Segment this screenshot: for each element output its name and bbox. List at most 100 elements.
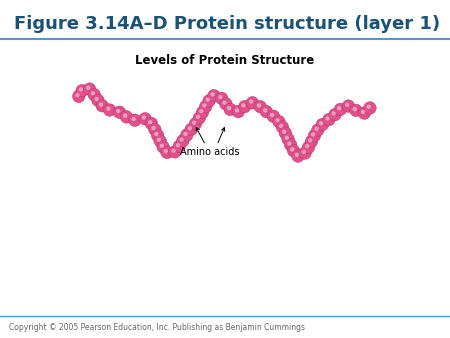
Ellipse shape [257,103,261,107]
Ellipse shape [290,147,295,152]
Ellipse shape [139,113,151,125]
Ellipse shape [154,135,166,147]
Ellipse shape [267,110,279,123]
Ellipse shape [83,83,96,95]
Ellipse shape [99,102,103,107]
Ellipse shape [361,110,365,114]
Ellipse shape [285,136,289,140]
Ellipse shape [311,124,324,136]
Ellipse shape [315,126,319,131]
Ellipse shape [171,148,176,153]
Ellipse shape [325,116,330,121]
Ellipse shape [96,100,108,112]
Ellipse shape [163,149,168,153]
Ellipse shape [131,117,136,121]
Ellipse shape [208,90,220,102]
Ellipse shape [161,146,173,159]
Ellipse shape [241,103,246,107]
Ellipse shape [337,106,342,111]
Ellipse shape [222,100,227,105]
Ellipse shape [129,114,141,126]
Ellipse shape [116,109,121,113]
Ellipse shape [189,118,202,130]
Ellipse shape [302,141,315,154]
Ellipse shape [202,103,207,107]
Ellipse shape [364,102,376,114]
Ellipse shape [123,114,127,118]
Ellipse shape [180,129,193,141]
Ellipse shape [232,105,244,118]
Ellipse shape [199,100,212,113]
Ellipse shape [308,138,312,143]
Ellipse shape [211,92,215,97]
Ellipse shape [352,107,357,111]
Ellipse shape [157,141,169,153]
Ellipse shape [88,88,100,101]
Ellipse shape [276,121,289,134]
Ellipse shape [263,108,267,113]
Ellipse shape [145,117,157,130]
Ellipse shape [249,99,253,104]
Ellipse shape [319,121,324,125]
Ellipse shape [192,120,196,125]
Ellipse shape [299,147,311,159]
Ellipse shape [270,113,274,117]
Ellipse shape [254,100,266,113]
Ellipse shape [235,108,239,113]
Text: Copyright © 2005 Pearson Education, Inc. Publishing as Benjamin Cummings: Copyright © 2005 Pearson Education, Inc.… [9,323,305,332]
Ellipse shape [199,109,203,113]
Ellipse shape [227,106,231,111]
Ellipse shape [173,140,185,153]
Ellipse shape [260,105,273,118]
Ellipse shape [94,97,99,101]
Ellipse shape [185,123,197,136]
Ellipse shape [279,124,284,128]
Ellipse shape [151,129,164,142]
Text: Amino acids: Amino acids [180,147,240,157]
Ellipse shape [292,150,304,162]
Ellipse shape [216,92,228,105]
Ellipse shape [358,107,370,119]
Ellipse shape [176,143,180,147]
Ellipse shape [154,132,158,136]
Ellipse shape [104,104,116,116]
Ellipse shape [92,94,104,106]
Ellipse shape [79,87,83,92]
Ellipse shape [218,95,223,99]
Ellipse shape [323,113,335,126]
Ellipse shape [120,111,133,123]
Ellipse shape [345,103,349,107]
Ellipse shape [72,90,85,103]
Ellipse shape [91,91,95,96]
Ellipse shape [246,97,259,109]
Ellipse shape [206,97,210,102]
Ellipse shape [148,123,161,136]
Ellipse shape [302,150,306,154]
Ellipse shape [193,112,206,124]
Ellipse shape [75,93,80,97]
Ellipse shape [151,126,156,130]
Ellipse shape [282,130,286,134]
Ellipse shape [273,115,285,128]
Ellipse shape [142,115,146,120]
Ellipse shape [316,118,328,131]
Text: Levels of Protein Structure: Levels of Protein Structure [135,54,315,67]
Ellipse shape [224,103,237,116]
Ellipse shape [203,95,215,107]
Ellipse shape [188,126,192,130]
Ellipse shape [284,139,297,151]
Ellipse shape [220,98,232,110]
Ellipse shape [275,118,280,122]
Ellipse shape [238,100,251,113]
Ellipse shape [366,104,371,109]
Ellipse shape [160,144,164,148]
Ellipse shape [328,108,341,121]
Ellipse shape [169,146,181,158]
Ellipse shape [180,137,184,142]
Ellipse shape [305,135,318,148]
Ellipse shape [196,106,209,119]
Ellipse shape [282,133,294,145]
Ellipse shape [113,106,126,119]
Ellipse shape [157,138,161,142]
Ellipse shape [106,106,111,111]
